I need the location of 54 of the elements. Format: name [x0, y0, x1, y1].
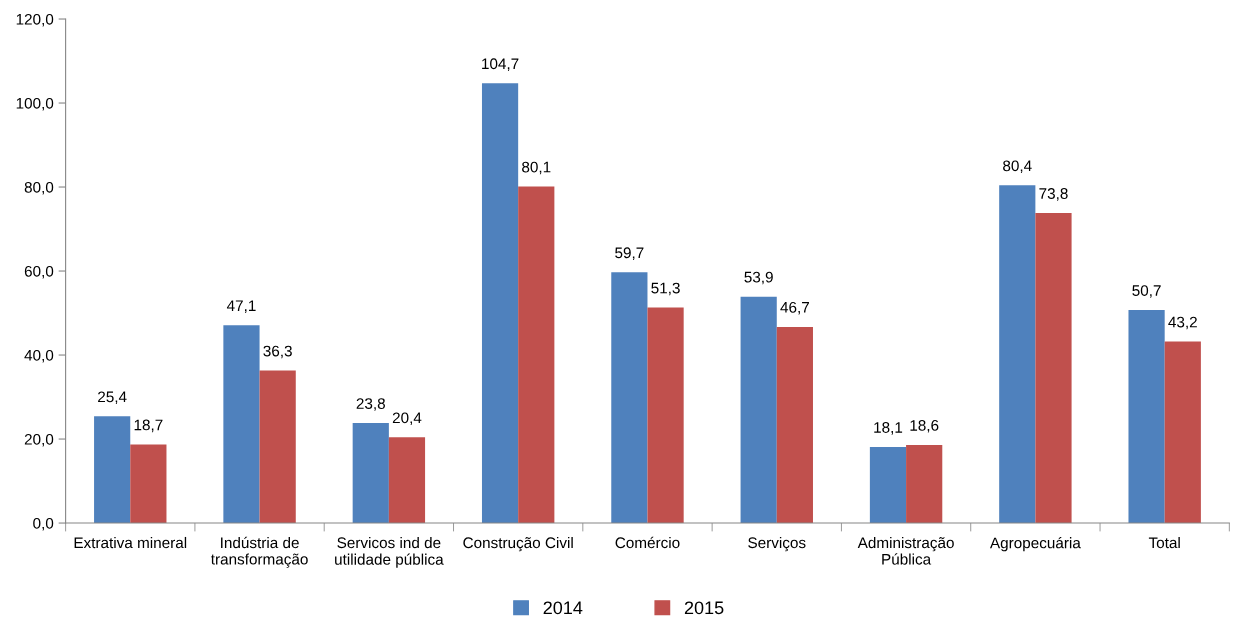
x-tick-label: Extrativa mineral	[74, 536, 187, 549]
y-tick-label: 0,0	[33, 517, 54, 531]
data-label: 59,7	[615, 247, 644, 260]
legend-label: 2015	[684, 601, 724, 615]
data-label: 51,3	[651, 282, 680, 296]
bar	[130, 444, 167, 524]
bar	[647, 307, 684, 524]
bar	[740, 296, 777, 524]
x-tick-label: Servicos ind de utilidade pública	[335, 536, 444, 568]
bar	[223, 325, 260, 524]
bar	[869, 447, 907, 524]
y-tick-label: 60,0	[24, 265, 54, 279]
data-label: 47,1	[226, 300, 256, 313]
bar	[1035, 213, 1072, 524]
data-label: 53,9	[744, 271, 773, 285]
y-tick-label: 80,0	[24, 181, 54, 195]
bar	[1128, 310, 1165, 524]
data-label: 104,7	[482, 58, 519, 71]
bar	[999, 185, 1036, 524]
bar	[481, 83, 519, 524]
data-label: 20,4	[392, 412, 422, 426]
x-tick-label: Total	[1148, 536, 1180, 549]
bar	[518, 186, 555, 524]
y-tick-label: 100,0	[16, 97, 54, 111]
bar	[352, 423, 389, 524]
x-tick-label: Agropecuária	[989, 536, 1081, 552]
data-label: 73,8	[1039, 188, 1068, 201]
legend-label: 2014	[543, 601, 583, 615]
bar	[1164, 341, 1201, 524]
data-label: 18,7	[134, 419, 163, 433]
data-label: 23,8	[356, 398, 385, 411]
x-tick-label: Serviços	[748, 536, 806, 552]
x-tick-label: Indústria de transformação	[210, 536, 308, 568]
x-tick-label: Comércio	[615, 536, 680, 549]
y-tick-label: 120,0	[16, 13, 54, 27]
bar	[611, 272, 648, 524]
bar	[906, 444, 943, 524]
x-tick-label: Administração Pública	[857, 536, 954, 565]
data-label: 36,3	[263, 345, 292, 359]
bar	[259, 370, 296, 524]
data-label: 25,4	[98, 391, 127, 405]
data-label: 43,2	[1168, 316, 1197, 330]
data-label: 46,7	[780, 301, 809, 315]
bar	[94, 416, 131, 524]
bar	[388, 437, 426, 524]
data-label: 80,4	[1003, 160, 1032, 174]
data-label: 18,6	[910, 419, 939, 433]
x-tick-label: Construção Civil	[463, 536, 573, 552]
bar	[776, 326, 813, 524]
y-tick-label: 40,0	[24, 349, 54, 363]
data-label: 50,7	[1132, 285, 1161, 298]
y-tick-label: 20,0	[24, 433, 54, 447]
data-label: 80,1	[522, 161, 551, 175]
data-label: 18,1	[874, 422, 903, 435]
